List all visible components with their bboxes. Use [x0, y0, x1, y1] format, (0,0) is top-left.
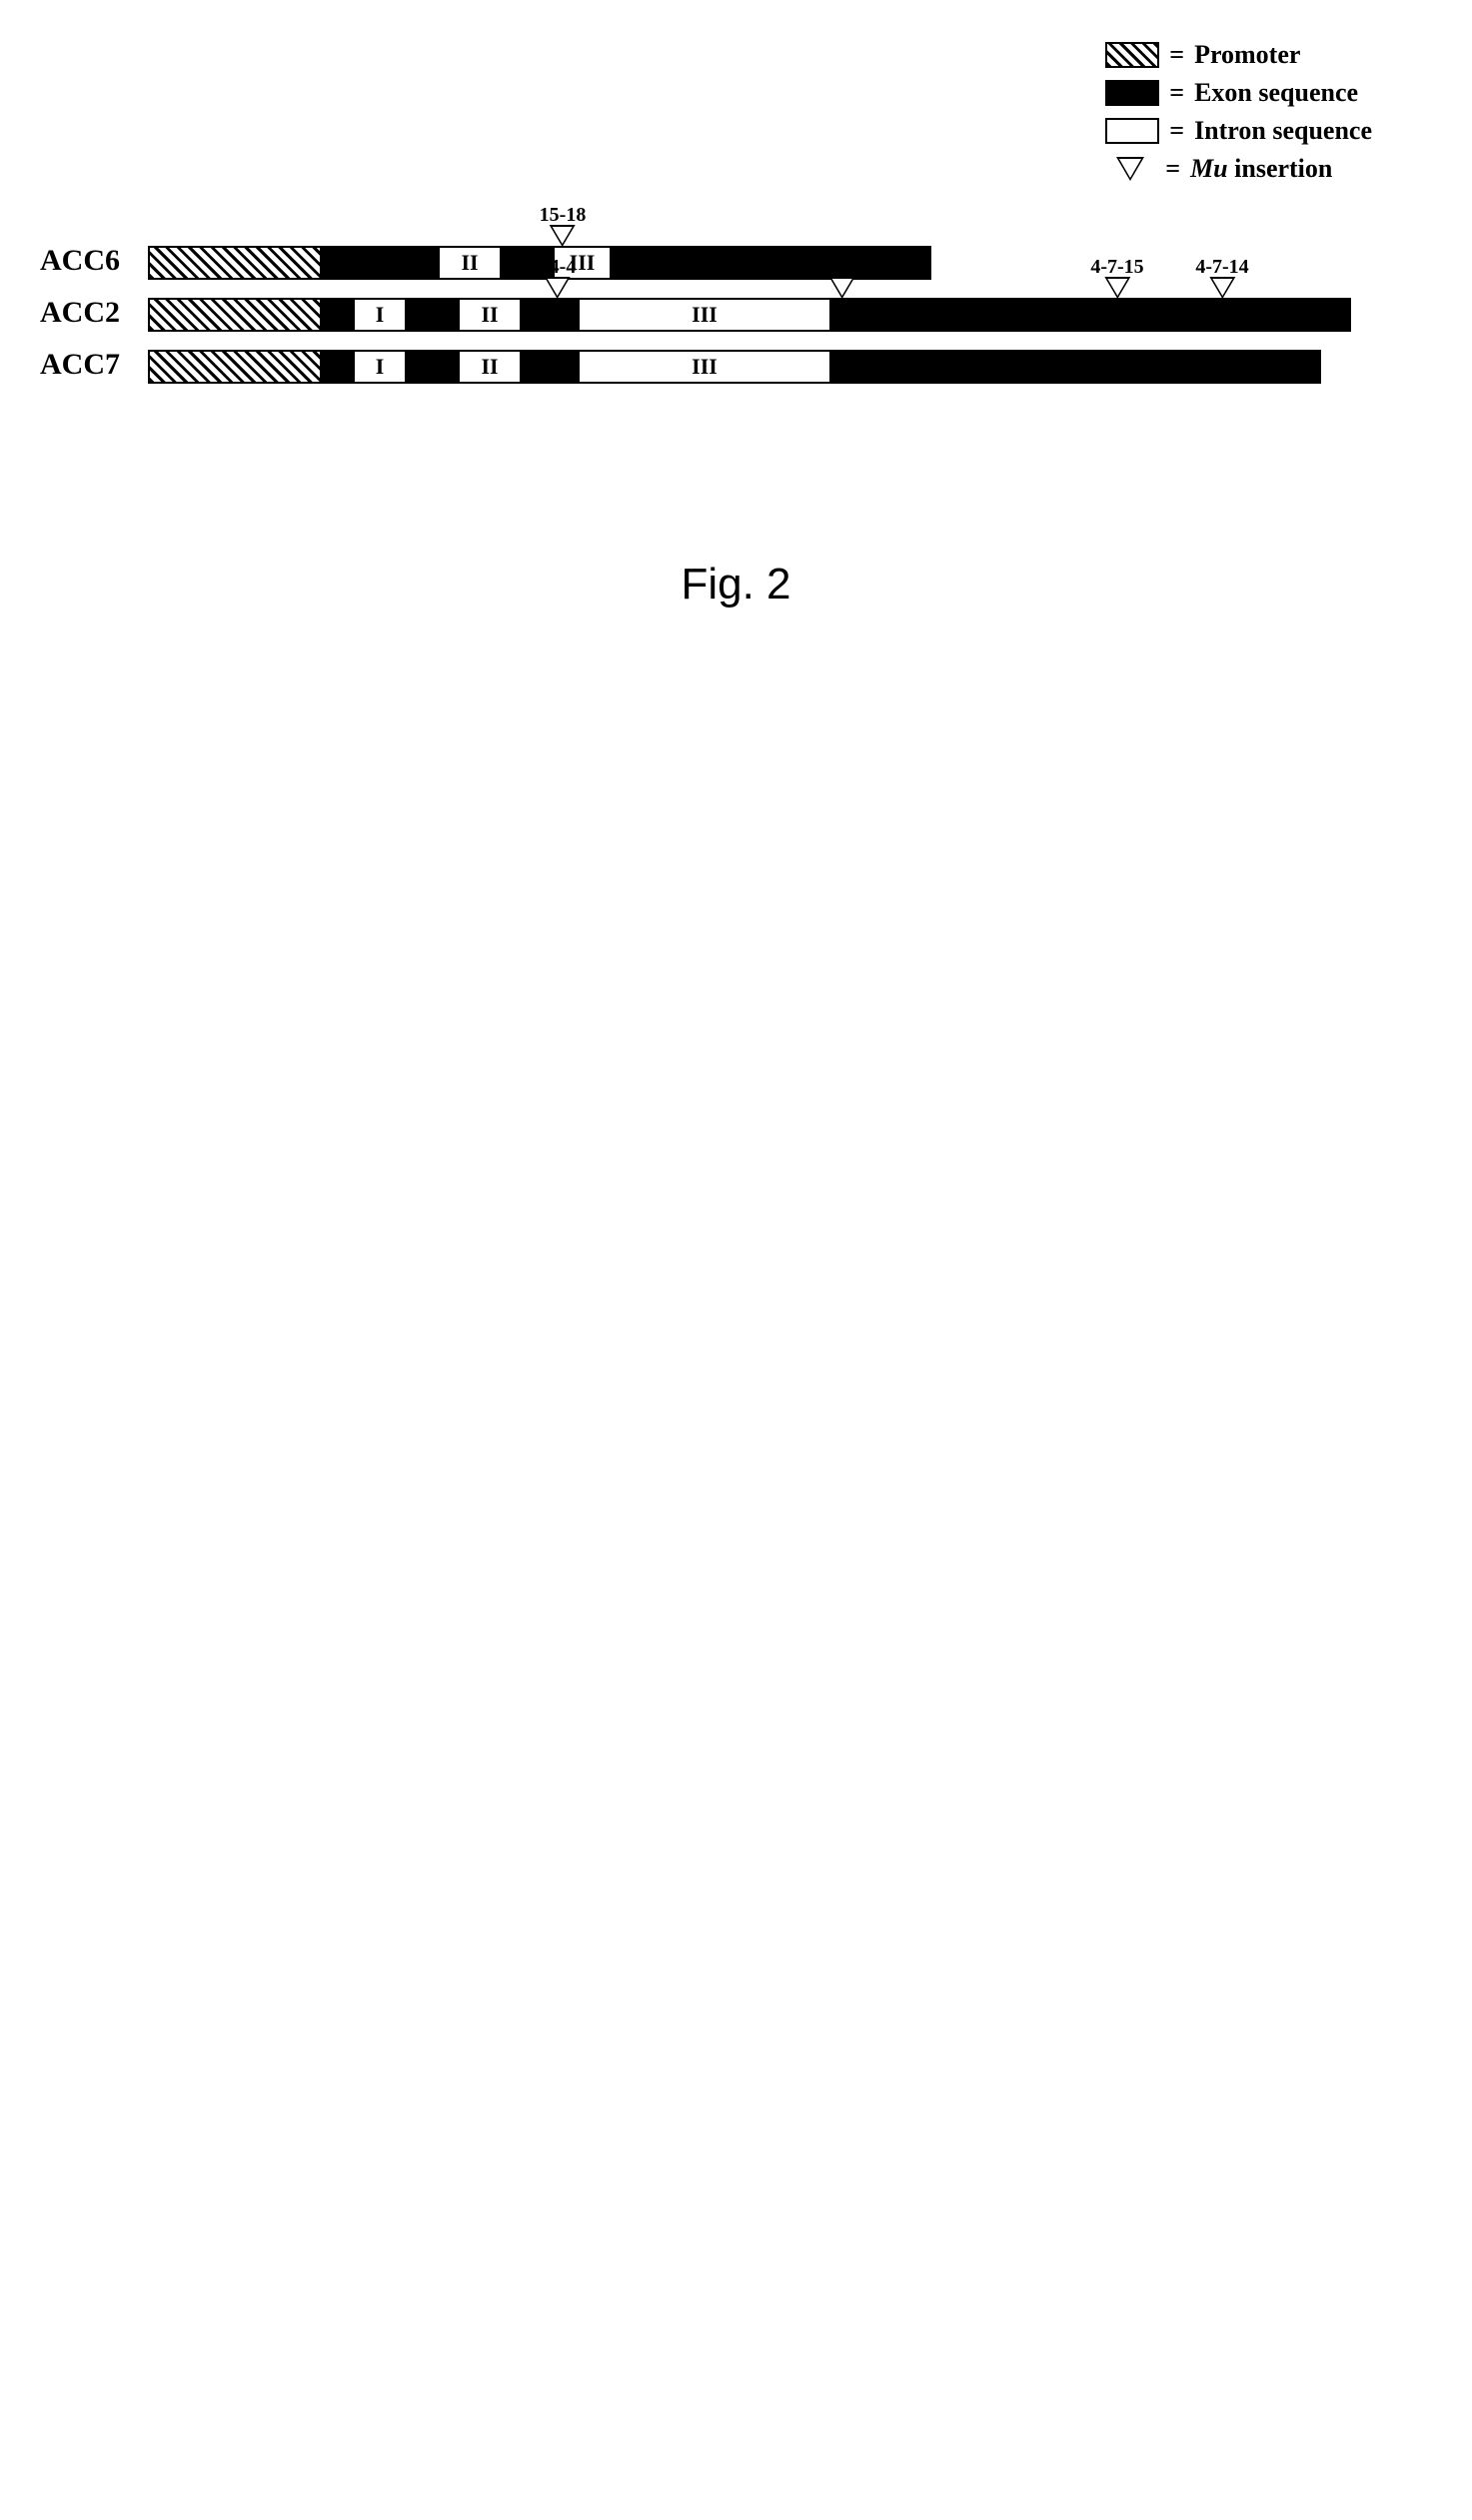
segment-promoter: [148, 246, 320, 280]
eq-sign: =: [1169, 40, 1184, 70]
insertion-label: 4-7-15: [1090, 256, 1143, 279]
gene-name: ACC6: [40, 244, 130, 278]
legend-label-intron: Intron sequence: [1194, 116, 1372, 146]
legend: = Promoter = Exon sequence = Intron sequ…: [1105, 40, 1372, 184]
intron-label: III: [692, 302, 718, 328]
intron-label: III: [692, 354, 718, 380]
gene-name: ACC7: [40, 348, 130, 382]
exon-swatch: [1105, 80, 1159, 106]
intron-label: II: [481, 302, 498, 328]
gene-diagrams: ACC6IIIII15-18• • •ACC2IIIIII14-4• • •7-…: [40, 244, 1432, 400]
segment-exon: [610, 246, 931, 280]
legend-label-promoter: Promoter: [1194, 40, 1300, 70]
segment-intron: III: [580, 350, 829, 384]
gene-name: ACC2: [40, 296, 130, 330]
insertion-label: 15-18: [540, 204, 587, 227]
segment-intron: II: [460, 350, 520, 384]
segment-exon: [320, 246, 440, 280]
segment-exon: [320, 298, 355, 332]
segment-promoter: [148, 350, 320, 384]
mu-insertion-marker: 7-9• • •: [829, 256, 856, 299]
track-wrap: IIIIII: [148, 350, 1321, 380]
intron-label: I: [376, 354, 385, 380]
gene-block: ACC7IIIIII: [40, 348, 1432, 382]
legend-row-mu: • • • = Mu insertion: [1105, 154, 1372, 184]
mu-insertion-icon: • • •: [1116, 157, 1144, 181]
segment-exon: [829, 350, 1321, 384]
insertion-label: 7-9: [829, 256, 856, 279]
triangle-icon: • • •: [550, 225, 576, 247]
intron-label: I: [376, 302, 385, 328]
segment-intron: I: [355, 350, 405, 384]
intron-label: II: [481, 354, 498, 380]
segment-exon: [520, 298, 580, 332]
figure-caption: Fig. 2: [40, 560, 1432, 610]
segment-intron: II: [460, 298, 520, 332]
track-wrap: IIIIII14-4• • •7-9• • •4-7-15• • •4-7-14…: [148, 298, 1351, 328]
figure: = Promoter = Exon sequence = Intron sequ…: [40, 40, 1432, 610]
mu-insertion-marker: 15-18• • •: [540, 204, 587, 247]
intron-label: II: [461, 250, 478, 276]
insertion-label: 4-7-14: [1195, 256, 1248, 279]
mu-insertion-marker: 14-4• • •: [540, 256, 577, 299]
segment-exon: [829, 298, 1351, 332]
insertion-label: 14-4: [540, 256, 577, 279]
segment-intron: I: [355, 298, 405, 332]
eq-sign: =: [1169, 116, 1184, 146]
mu-insertion-marker: 4-7-14• • •: [1195, 256, 1248, 299]
intron-swatch: [1105, 118, 1159, 144]
legend-row-intron: = Intron sequence: [1105, 116, 1372, 146]
triangle-icon: • • •: [1209, 277, 1235, 299]
segment-intron: II: [440, 246, 500, 280]
segment-intron: III: [580, 298, 829, 332]
eq-sign: =: [1169, 78, 1184, 108]
mu-insertion-marker: 4-7-15• • •: [1090, 256, 1143, 299]
legend-label-exon: Exon sequence: [1194, 78, 1358, 108]
gene-track: IIIIII: [148, 298, 1351, 328]
legend-row-promoter: = Promoter: [1105, 40, 1372, 70]
eq-sign: =: [1165, 154, 1180, 184]
gene-block: ACC2IIIIII14-4• • •7-9• • •4-7-15• • •4-…: [40, 296, 1432, 330]
segment-exon: [405, 350, 460, 384]
triangle-icon: • • •: [829, 277, 855, 299]
segment-exon: [405, 298, 460, 332]
segment-exon: [320, 350, 355, 384]
legend-row-exon: = Exon sequence: [1105, 78, 1372, 108]
triangle-icon: • • •: [1104, 277, 1130, 299]
triangle-icon: • • •: [545, 277, 571, 299]
segment-exon: [520, 350, 580, 384]
segment-promoter: [148, 298, 320, 332]
promoter-swatch: [1105, 42, 1159, 68]
legend-label-mu: Mu insertion: [1190, 154, 1332, 184]
gene-track: IIIIII: [148, 350, 1321, 380]
